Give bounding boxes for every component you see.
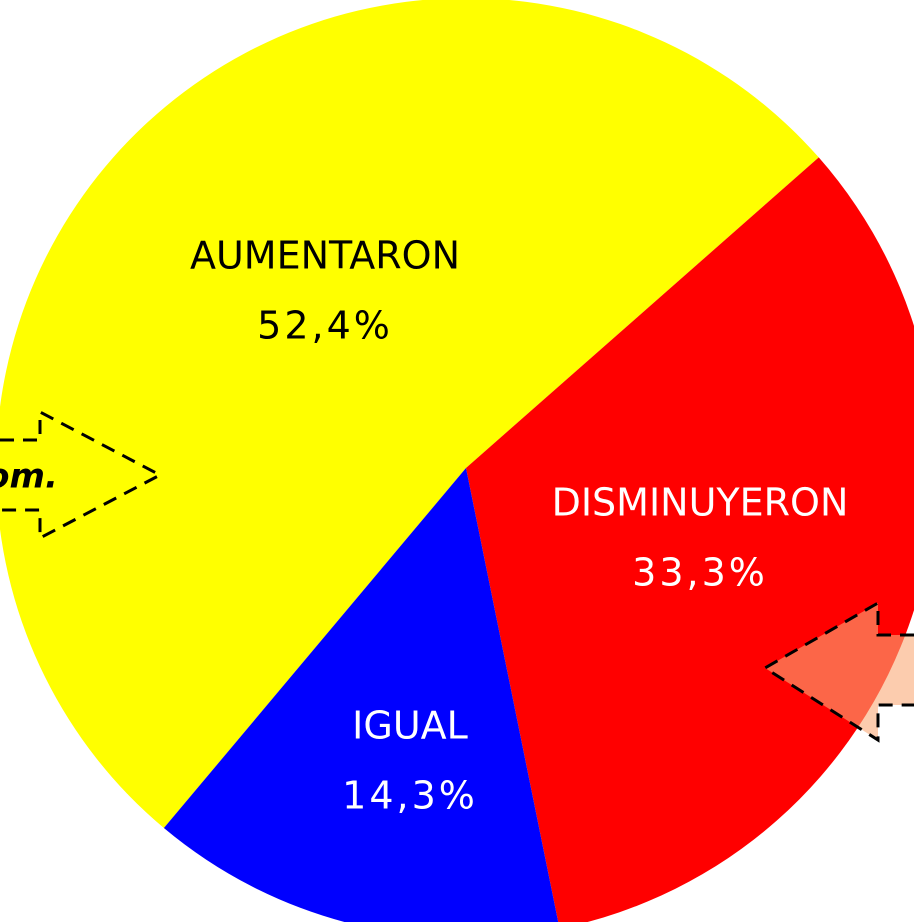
category-label: DISMINUYERON	[552, 481, 849, 525]
pie-slice	[466, 157, 914, 922]
value-label: 14,3%	[342, 774, 478, 818]
pie-slice	[163, 468, 559, 922]
category-label: AUMENTARON	[190, 234, 460, 278]
annotation-text: om.	[0, 457, 58, 497]
value-label: 52,4%	[257, 304, 393, 348]
annotation-arrow	[762, 600, 914, 743]
annotation-arrow-fill	[765, 603, 914, 740]
pie-slice	[0, 0, 819, 829]
category-label: IGUAL	[352, 704, 468, 748]
slice-labels: AUMENTARON 52,4% DISMINUYERON 33,3% IGUAL 14,…	[190, 234, 848, 818]
value-label: 33,3%	[632, 551, 768, 595]
